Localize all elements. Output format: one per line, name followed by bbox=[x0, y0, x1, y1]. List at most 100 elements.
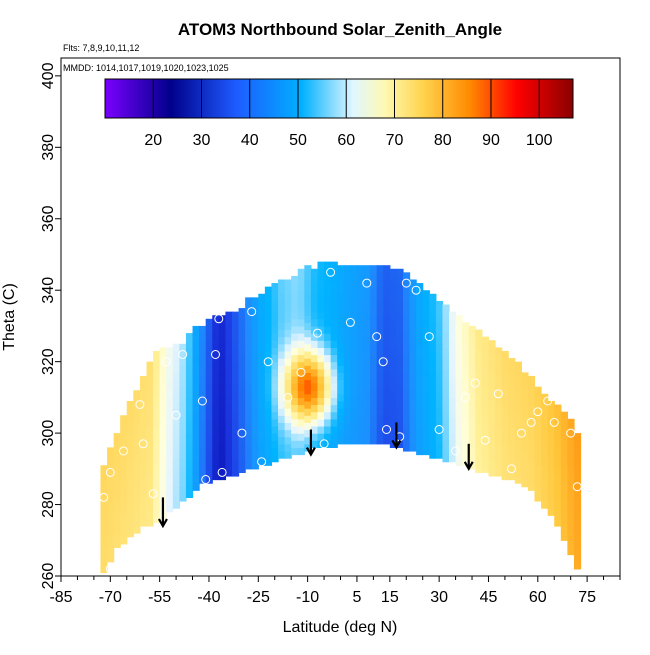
heatmap-cell bbox=[238, 458, 246, 466]
circle-marker-icon bbox=[526, 417, 536, 427]
heatmap-cell bbox=[560, 490, 568, 498]
heatmap-cell bbox=[166, 475, 174, 484]
heatmap-cell bbox=[172, 436, 180, 445]
heatmap-cell bbox=[370, 308, 378, 316]
heatmap-cell bbox=[356, 336, 365, 345]
heatmap-cell bbox=[264, 400, 273, 409]
heatmap-cell bbox=[271, 418, 279, 427]
down-arrow-icon bbox=[157, 497, 168, 529]
heatmap-cell bbox=[238, 365, 246, 373]
heatmap-cell bbox=[113, 511, 121, 520]
heatmap-cell bbox=[337, 322, 345, 331]
heatmap-cell bbox=[264, 422, 273, 431]
heatmap-cell bbox=[166, 411, 174, 420]
heatmap-cell bbox=[402, 293, 411, 302]
heatmap-cell bbox=[139, 504, 148, 513]
colorbar-gradient bbox=[104, 78, 574, 119]
heatmap-cell bbox=[429, 429, 437, 438]
heatmap-cell bbox=[337, 286, 345, 295]
heatmap-cell bbox=[468, 397, 476, 406]
heatmap-cell bbox=[350, 400, 358, 409]
heatmap-cell bbox=[501, 358, 509, 366]
heatmap-cell bbox=[337, 308, 345, 316]
heatmap-cell bbox=[126, 515, 134, 524]
circle-marker-icon bbox=[372, 332, 382, 342]
heatmap-cell bbox=[383, 343, 391, 352]
heatmap-cell bbox=[212, 458, 220, 466]
heatmap-cell bbox=[126, 458, 134, 466]
heatmap-cell bbox=[416, 404, 424, 413]
heatmap-cell bbox=[185, 461, 194, 470]
heatmap-cell bbox=[370, 286, 378, 295]
heatmap-cell bbox=[324, 311, 332, 320]
heatmap-cell bbox=[389, 404, 397, 413]
heatmap-cell bbox=[435, 372, 444, 381]
heatmap-cell bbox=[573, 454, 582, 463]
heatmap-cell bbox=[126, 472, 134, 481]
heatmap-cell bbox=[501, 429, 509, 438]
heatmap-cell bbox=[462, 365, 470, 373]
heatmap-cell bbox=[396, 283, 404, 291]
heatmap-cell bbox=[146, 475, 154, 484]
heatmap-cell bbox=[317, 404, 325, 413]
heatmap-cell bbox=[133, 490, 141, 498]
heatmap-cell bbox=[324, 347, 332, 356]
heatmap-cell bbox=[199, 468, 207, 477]
heatmap-cell bbox=[271, 368, 279, 377]
colorbar: 20 30 40 50 60 70 80 90 100 bbox=[104, 78, 574, 149]
heatmap-cell bbox=[402, 429, 411, 438]
heatmap-cell bbox=[153, 372, 161, 381]
heatmap-cell bbox=[264, 293, 273, 302]
circle-marker-icon bbox=[543, 396, 553, 406]
heatmap-cell bbox=[495, 418, 503, 427]
circle-marker-icon bbox=[549, 417, 559, 427]
heatmap-cell bbox=[284, 293, 292, 302]
heatmap-cell bbox=[139, 440, 148, 448]
heatmap-cell bbox=[146, 518, 154, 527]
heatmap-cell bbox=[291, 361, 299, 370]
heatmap-cell bbox=[363, 293, 371, 302]
heatmap-cell bbox=[310, 440, 319, 448]
circle-marker-icon bbox=[470, 378, 480, 388]
heatmap-cell bbox=[468, 361, 476, 370]
heatmap-cell bbox=[264, 386, 273, 395]
heatmap-cell bbox=[120, 436, 128, 445]
heatmap-cell bbox=[527, 390, 536, 398]
heatmap-cell bbox=[343, 358, 351, 366]
heatmap-cell bbox=[212, 343, 220, 352]
heatmap-cell bbox=[409, 322, 417, 331]
heatmap-cell bbox=[324, 418, 332, 427]
heatmap-cell bbox=[231, 454, 240, 463]
heatmap-cell bbox=[317, 354, 325, 363]
heatmap-cell bbox=[409, 279, 417, 288]
heatmap-cell bbox=[317, 368, 325, 377]
heatmap-cell bbox=[278, 450, 286, 459]
heatmap-cell bbox=[416, 311, 424, 320]
heatmap-cell bbox=[304, 272, 312, 281]
heatmap-cell bbox=[324, 425, 332, 434]
heatmap-cell bbox=[402, 400, 411, 409]
heatmap-cell bbox=[429, 436, 437, 445]
heatmap-cell bbox=[350, 329, 358, 338]
heatmap-cell bbox=[113, 468, 121, 477]
heatmap-cell bbox=[350, 436, 358, 445]
heatmap-cell bbox=[534, 443, 542, 452]
heatmap-cell bbox=[166, 404, 174, 413]
x-tick-label: 45 bbox=[480, 589, 498, 606]
heatmap-cell bbox=[567, 425, 575, 434]
heatmap-cell bbox=[212, 379, 220, 388]
heatmap-cell bbox=[435, 379, 444, 388]
heatmap-cell bbox=[560, 447, 568, 456]
heatmap-cell bbox=[481, 429, 490, 438]
heatmap-cell bbox=[113, 483, 121, 491]
heatmap-cell bbox=[337, 393, 345, 402]
heatmap-cell bbox=[396, 425, 404, 434]
heatmap-cell bbox=[133, 518, 141, 527]
heatmap-cell bbox=[376, 429, 384, 438]
heatmap-cell bbox=[508, 386, 516, 395]
heatmap-cell bbox=[324, 268, 332, 277]
heatmap-cell bbox=[363, 300, 371, 309]
heatmap-cell bbox=[146, 411, 154, 420]
heatmap-cell bbox=[258, 443, 266, 452]
heatmap-cell bbox=[258, 293, 266, 302]
